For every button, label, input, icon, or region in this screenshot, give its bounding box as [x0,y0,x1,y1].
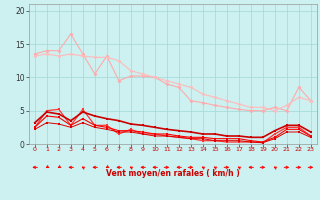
X-axis label: Vent moyen/en rafales ( km/h ): Vent moyen/en rafales ( km/h ) [106,169,240,178]
